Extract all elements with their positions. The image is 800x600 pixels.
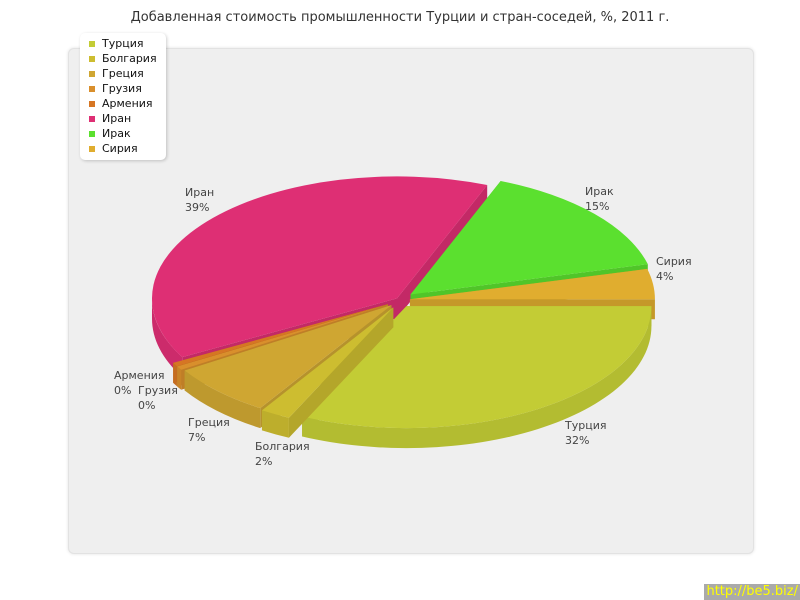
legend-swatch xyxy=(89,55,95,62)
legend-item[interactable]: Греция xyxy=(80,66,166,81)
pie-slice-wall[interactable] xyxy=(177,366,182,390)
legend-swatch xyxy=(89,70,95,77)
data-label-iran: Иран 39% xyxy=(185,186,215,214)
legend-item[interactable]: Болгария xyxy=(80,51,166,66)
legend-swatch xyxy=(89,115,95,122)
data-label-bulgaria: Болгария 2% xyxy=(255,440,310,468)
legend-item[interactable]: Иран xyxy=(80,111,166,126)
legend-label: Армения xyxy=(102,97,153,110)
legend-label: Грузия xyxy=(102,82,142,95)
pie-slice-2[interactable] xyxy=(184,305,392,409)
legend-item[interactable]: Грузия xyxy=(80,81,166,96)
legend-label: Иран xyxy=(102,112,132,125)
pie-slice-wall[interactable] xyxy=(302,306,652,449)
legend-item[interactable]: Турция xyxy=(80,36,166,51)
legend: Турция Болгария Греция Грузия Армения Иран Ира… xyxy=(80,33,166,160)
pie-slice-wall[interactable] xyxy=(151,298,183,378)
data-label-iraq: Ирак 15% xyxy=(585,185,614,213)
legend-swatch xyxy=(89,145,95,152)
legend-item[interactable]: Сирия xyxy=(80,141,166,156)
legend-swatch xyxy=(89,100,95,107)
data-label-georgia: Грузия 0% xyxy=(138,384,178,412)
pie-slice-wall[interactable] xyxy=(173,362,177,387)
legend-swatch xyxy=(89,85,95,92)
data-label-greece: Греция 7% xyxy=(188,416,230,444)
pie-slice-wall[interactable] xyxy=(261,410,289,438)
legend-label: Греция xyxy=(102,67,144,80)
legend-label: Болгария xyxy=(102,52,157,65)
watermark-link[interactable]: http://be5.biz/ xyxy=(704,584,800,600)
legend-swatch xyxy=(89,40,95,47)
pie-slice-4[interactable] xyxy=(173,304,388,367)
pie-slice-3[interactable] xyxy=(177,304,389,370)
pie-slice-0[interactable] xyxy=(302,306,652,429)
pie-slice-6[interactable] xyxy=(410,181,648,295)
legend-item[interactable]: Армения xyxy=(80,96,166,111)
legend-label: Сирия xyxy=(102,142,138,155)
pie-slice-7[interactable] xyxy=(409,268,655,300)
data-label-armenia: Армения 0% xyxy=(114,369,165,397)
legend-label: Турция xyxy=(102,37,144,50)
data-label-turkey: Турция 32% xyxy=(565,419,607,447)
pie-slice-wall[interactable] xyxy=(184,370,261,429)
legend-label: Ирак xyxy=(102,127,131,140)
pie-slice-1[interactable] xyxy=(261,307,394,418)
legend-swatch xyxy=(89,130,95,137)
chart-title: Добавленная стоимость промышленности Тур… xyxy=(130,10,670,25)
data-label-syria: Сирия 4% xyxy=(656,255,692,283)
pie-slice-5[interactable] xyxy=(151,176,488,358)
legend-item[interactable]: Ирак xyxy=(80,126,166,141)
